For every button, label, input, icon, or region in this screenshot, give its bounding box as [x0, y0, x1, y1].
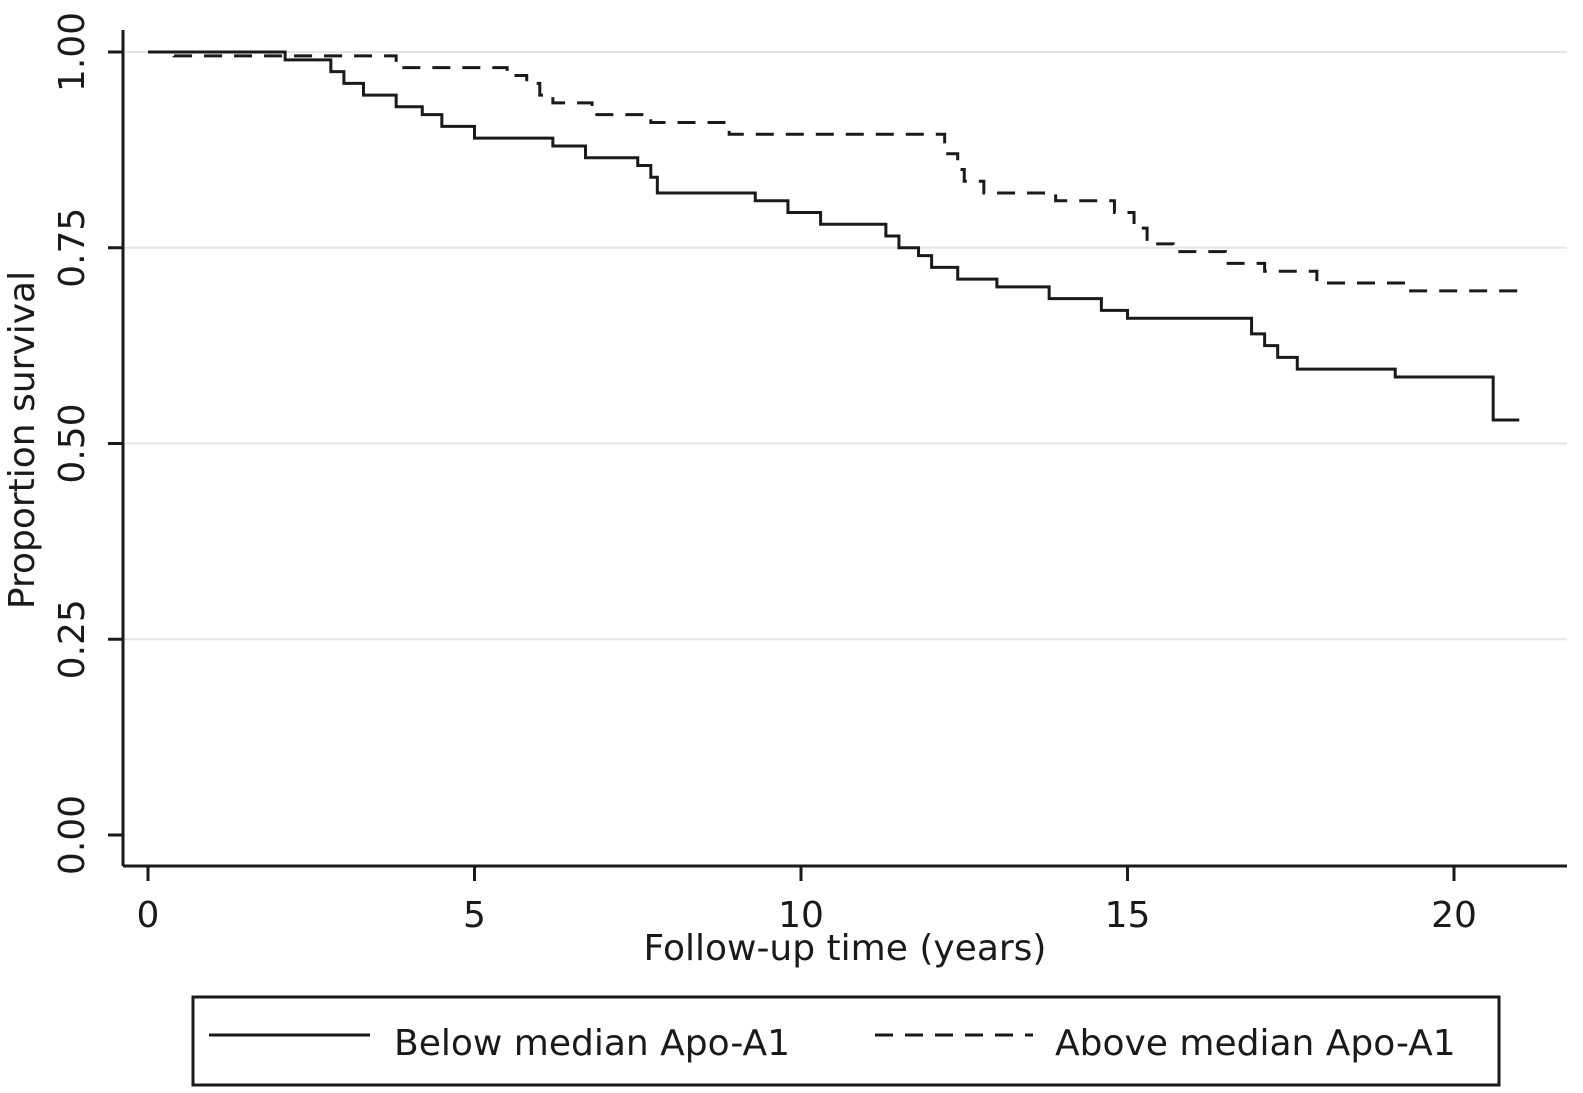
series-line-below-median	[148, 50, 1520, 422]
series-line-above-median	[148, 50, 1526, 293]
x-tick-label-2: 10	[778, 895, 824, 936]
legend-box	[191, 995, 1501, 1087]
axes	[121, 30, 1567, 868]
y-tick-label-1: 0.25	[52, 599, 93, 679]
y-tick-label-2: 0.50	[52, 403, 93, 483]
legend-label-below: Below median Apo-A1	[394, 1023, 790, 1064]
y-axis-title: Proportion survival	[2, 271, 43, 609]
x-axis-title: Follow-up time (years)	[644, 928, 1047, 969]
legend: Below median Apo-A1 Above median Apo-A1	[191, 995, 1501, 1087]
y-tick-label-3: 0.75	[52, 208, 93, 288]
x-tick-label-0: 0	[137, 895, 160, 936]
x-axis-ticks: 0 5 10 15 20	[137, 866, 1477, 936]
x-tick-label-3: 15	[1105, 895, 1151, 936]
y-axis-ticks: 0.00 0.25 0.50 0.75 1.00	[52, 12, 123, 875]
legend-label-above: Above median Apo-A1	[1055, 1023, 1456, 1064]
gridlines	[125, 51, 1567, 641]
x-tick-label-4: 20	[1431, 895, 1477, 936]
y-tick-label-4: 1.00	[52, 12, 93, 92]
y-tick-label-0: 0.00	[52, 795, 93, 875]
series-lines	[148, 50, 1526, 422]
x-tick-label-1: 5	[463, 895, 486, 936]
